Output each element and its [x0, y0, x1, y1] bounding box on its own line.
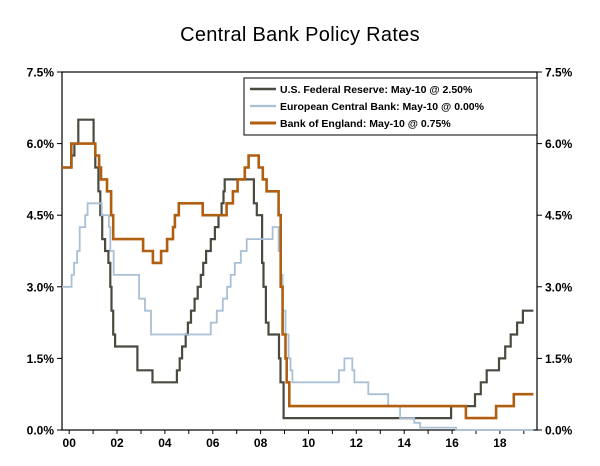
legend-label-fed: U.S. Federal Reserve: May-10 @ 2.50%: [280, 84, 473, 96]
chart-title: Central Bank Policy Rates: [180, 24, 420, 46]
x-axis-label: 14: [398, 436, 412, 450]
x-axis-label: 04: [158, 436, 172, 450]
legend-box: [243, 77, 538, 136]
series-line-boe: [62, 142, 534, 420]
x-axis-label: 00: [63, 436, 77, 450]
legend-label-ecb: European Central Bank: May-10 @ 0.00%: [280, 101, 485, 113]
x-axis-label: 16: [445, 436, 459, 450]
y-axis-label-right: 6.0%: [545, 137, 573, 151]
x-axis-label: 18: [493, 436, 507, 450]
x-axis-label: 06: [206, 436, 220, 450]
y-axis-label-right: 1.5%: [545, 352, 573, 366]
series-line-fed: [62, 118, 534, 420]
plot-border: [61, 71, 538, 431]
legend-label-boe: Bank of England: May-10 @ 0.75%: [280, 118, 451, 130]
y-axis-label-left: 1.5%: [27, 352, 55, 366]
x-axis-label: 12: [350, 436, 364, 450]
y-axis-label-left: 3.0%: [27, 280, 55, 294]
y-axis-label-left: 4.5%: [27, 209, 55, 223]
x-axis-label: 02: [110, 436, 124, 450]
series-line-ecb: [62, 202, 534, 431]
y-axis-label-left: 0.0%: [27, 424, 55, 438]
y-axis-label-left: 6.0%: [27, 137, 55, 151]
y-axis-label-right: 7.5%: [545, 66, 573, 80]
y-axis-label-right: 3.0%: [545, 280, 573, 294]
x-axis-label: 08: [254, 436, 268, 450]
y-axis-label-right: 0.0%: [545, 424, 573, 438]
y-axis-label-right: 4.5%: [545, 209, 573, 223]
y-axis-label-left: 7.5%: [27, 66, 55, 80]
x-axis-label: 10: [302, 436, 316, 450]
